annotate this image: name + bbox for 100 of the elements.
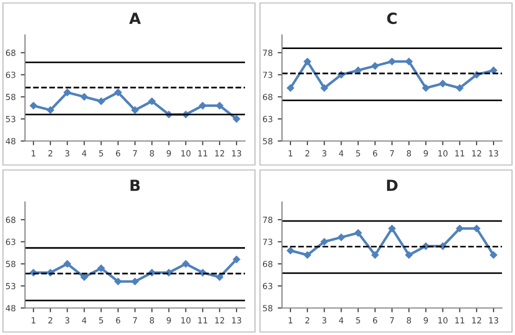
x-tick-label: 8	[406, 150, 412, 156]
point	[354, 228, 362, 237]
x-tick-label: 4	[338, 317, 344, 324]
x-tick-label: 13	[489, 150, 498, 156]
x-tick-label: 11	[455, 150, 464, 156]
y-tick-label: 73	[263, 72, 272, 78]
point	[456, 84, 464, 92]
x-tick-label: 7	[133, 150, 137, 156]
x-tick-label: 13	[232, 317, 242, 324]
chart-title: A	[129, 12, 141, 24]
point	[131, 278, 139, 286]
x-tick-label: 11	[198, 317, 208, 324]
x-tick-label: 11	[198, 150, 208, 156]
point	[63, 88, 72, 96]
x-tick-label: 6	[116, 150, 120, 156]
x-tick-label: 1	[32, 317, 36, 324]
x-tick-label: 1	[288, 150, 292, 156]
x-tick-label: 12	[472, 317, 482, 324]
point	[388, 58, 396, 66]
x-tick-label: 2	[305, 317, 310, 324]
x-tick-label: 3	[65, 150, 70, 156]
point	[337, 233, 346, 242]
point	[80, 92, 88, 101]
y-tick-label: 78	[263, 216, 272, 223]
y-tick-label: 68	[262, 260, 272, 268]
point	[371, 62, 380, 70]
x-tick-label: 10	[181, 317, 191, 324]
y-tick-label: 58	[6, 94, 16, 100]
chart-title: D	[387, 180, 398, 191]
point	[216, 273, 224, 282]
x-tick-label: 10	[438, 150, 448, 156]
x-tick-label: 6	[116, 317, 120, 324]
x-tick-label: 11	[455, 317, 464, 324]
point	[30, 102, 38, 110]
point	[63, 260, 72, 268]
x-tick-label: 9	[424, 317, 428, 324]
point	[97, 264, 106, 272]
y-tick-label: 48	[6, 138, 16, 144]
x-tick-label: 8	[150, 150, 154, 156]
x-tick-label: 7	[133, 317, 137, 324]
point	[303, 251, 312, 259]
x-tick-label: 10	[438, 317, 448, 324]
y-tick-label: 53	[6, 116, 16, 122]
x-tick-label: 5	[99, 150, 104, 156]
point	[286, 84, 294, 92]
x-tick-label: 6	[373, 150, 378, 156]
x-tick-label: 4	[82, 150, 86, 156]
y-tick-label: 78	[263, 50, 272, 56]
x-tick-label: 1	[32, 150, 36, 156]
point	[97, 97, 106, 106]
x-tick-label: 8	[150, 317, 154, 324]
x-tick-label: 3	[322, 317, 326, 324]
x-tick-label: 6	[373, 317, 378, 324]
point	[182, 260, 190, 268]
x-tick-label: 8	[406, 317, 412, 324]
point	[320, 238, 328, 246]
y-tick-label: 58	[6, 260, 16, 268]
point	[404, 251, 413, 259]
x-tick-label: 4	[82, 317, 86, 324]
x-tick-label: 3	[322, 150, 326, 156]
point	[472, 224, 481, 232]
x-tick-label: 2	[305, 150, 310, 156]
point	[80, 273, 88, 282]
point	[388, 224, 396, 232]
x-tick-label: 7	[390, 317, 394, 324]
x-tick-label: 12	[215, 317, 224, 324]
point	[216, 102, 224, 110]
x-tick-label: 12	[472, 150, 482, 156]
x-tick-label: 9	[166, 150, 171, 156]
x-tick-label: 12	[215, 150, 224, 156]
x-tick-label: 13	[232, 150, 242, 156]
y-tick-label: 58	[263, 138, 272, 144]
y-tick-label: 68	[262, 94, 272, 100]
y-tick-label: 53	[6, 282, 16, 290]
x-tick-label: 13	[489, 317, 498, 324]
point	[371, 251, 380, 259]
x-tick-label: 9	[424, 150, 428, 156]
x-tick-label: 5	[356, 150, 360, 156]
y-tick-label: 63	[6, 238, 16, 246]
y-tick-label: 63	[6, 72, 16, 78]
x-tick-label: 1	[288, 317, 292, 324]
point	[303, 58, 312, 66]
y-tick-label: 63	[262, 116, 272, 122]
y-tick-label: 63	[262, 282, 272, 290]
x-tick-label: 7	[390, 150, 394, 156]
y-tick-label: 58	[263, 304, 272, 312]
point	[46, 106, 54, 114]
x-tick-label: 9	[166, 317, 171, 324]
x-tick-label: 5	[356, 317, 360, 324]
point	[422, 84, 430, 92]
point	[438, 80, 447, 88]
x-tick-label: 2	[48, 150, 52, 156]
point	[198, 102, 207, 110]
y-tick-label: 48	[6, 304, 16, 312]
point	[114, 88, 122, 96]
y-tick-label: 73	[263, 238, 272, 246]
x-tick-label: 5	[99, 317, 104, 324]
x-tick-label: 4	[338, 150, 344, 156]
point	[131, 106, 139, 114]
y-tick-label: 68	[6, 50, 16, 56]
